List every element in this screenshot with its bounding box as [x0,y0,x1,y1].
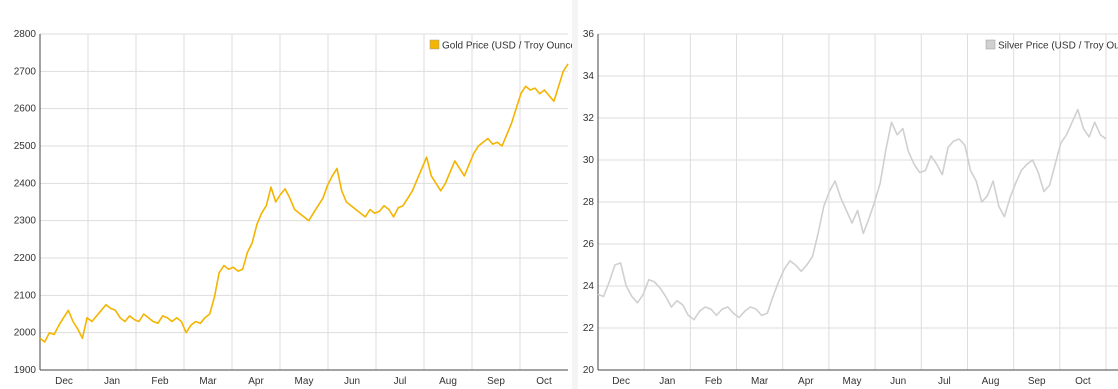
y-tick-label: 2500 [14,141,37,152]
x-tick-label: Dec [55,376,73,387]
y-tick-label: 2700 [14,66,37,77]
x-tick-label: Sep [1028,376,1046,387]
y-tick-label: 2200 [14,253,37,264]
gold-chart-panel: 1900 2000 2100 2200 2300 2400 2500 2600 2700 2800… [0,0,572,389]
x-tick-label: Oct [536,376,552,387]
y-tick-label: 2000 [14,328,37,339]
y-tick-label: 20 [583,365,595,376]
x-tick-label: Aug [982,376,1000,387]
x-tick-label: Mar [751,376,769,387]
y-tick-label: 24 [583,281,595,292]
x-tick-label: May [843,376,862,387]
y-tick-label: 2300 [14,216,37,227]
y-tick-label: 2800 [14,29,37,40]
legend-swatch [985,39,996,50]
x-tick-label: May [295,376,314,387]
legend-label: Gold Price (USD / Troy Ounce) [442,41,572,52]
y-tick-label: 34 [583,71,595,82]
gold-price-chart: 1900 2000 2100 2200 2300 2400 2500 2600 2700 2800… [14,29,572,387]
x-tick-label: Sep [487,376,505,387]
legend-label: Silver Price (USD / Troy Ounce [998,41,1118,52]
y-tick-label: 26 [583,239,595,250]
x-tick-label: Aug [439,376,457,387]
x-tick-label: Apr [798,376,814,387]
silver-price-chart: 20 22 24 26 28 30 32 34 36 Dec Jan Feb Mar Apr May Jun J… [583,29,1118,387]
x-tick-label: Apr [248,376,264,387]
series-line-gold [39,63,569,343]
y-tick-label: 1900 [14,365,37,376]
y-tick-label: 2600 [14,104,37,115]
y-tick-label: 28 [583,197,595,208]
y-tick-label: 22 [583,323,595,334]
x-tick-label: Oct [1075,376,1091,387]
x-tick-label: Dec [612,376,630,387]
x-tick-label: Feb [705,376,723,387]
y-tick-label: 2100 [14,290,37,301]
y-tick-label: 36 [583,29,595,40]
y-tick-label: 2400 [14,178,37,189]
series-line-silver [597,108,1107,321]
x-tick-label: Mar [199,376,217,387]
y-tick-label: 32 [583,113,595,124]
y-tick-label: 30 [583,155,595,166]
x-tick-label: Jan [104,376,120,387]
silver-chart-panel: 20 22 24 26 28 30 32 34 36 Dec Jan Feb Mar Apr May Jun J… [578,0,1118,389]
x-tick-label: Jul [938,376,951,387]
x-tick-label: Jun [344,376,360,387]
legend-swatch [429,39,440,50]
x-tick-label: Jun [890,376,906,387]
x-tick-label: Feb [151,376,169,387]
x-tick-label: Jan [659,376,675,387]
x-tick-label: Jul [394,376,407,387]
